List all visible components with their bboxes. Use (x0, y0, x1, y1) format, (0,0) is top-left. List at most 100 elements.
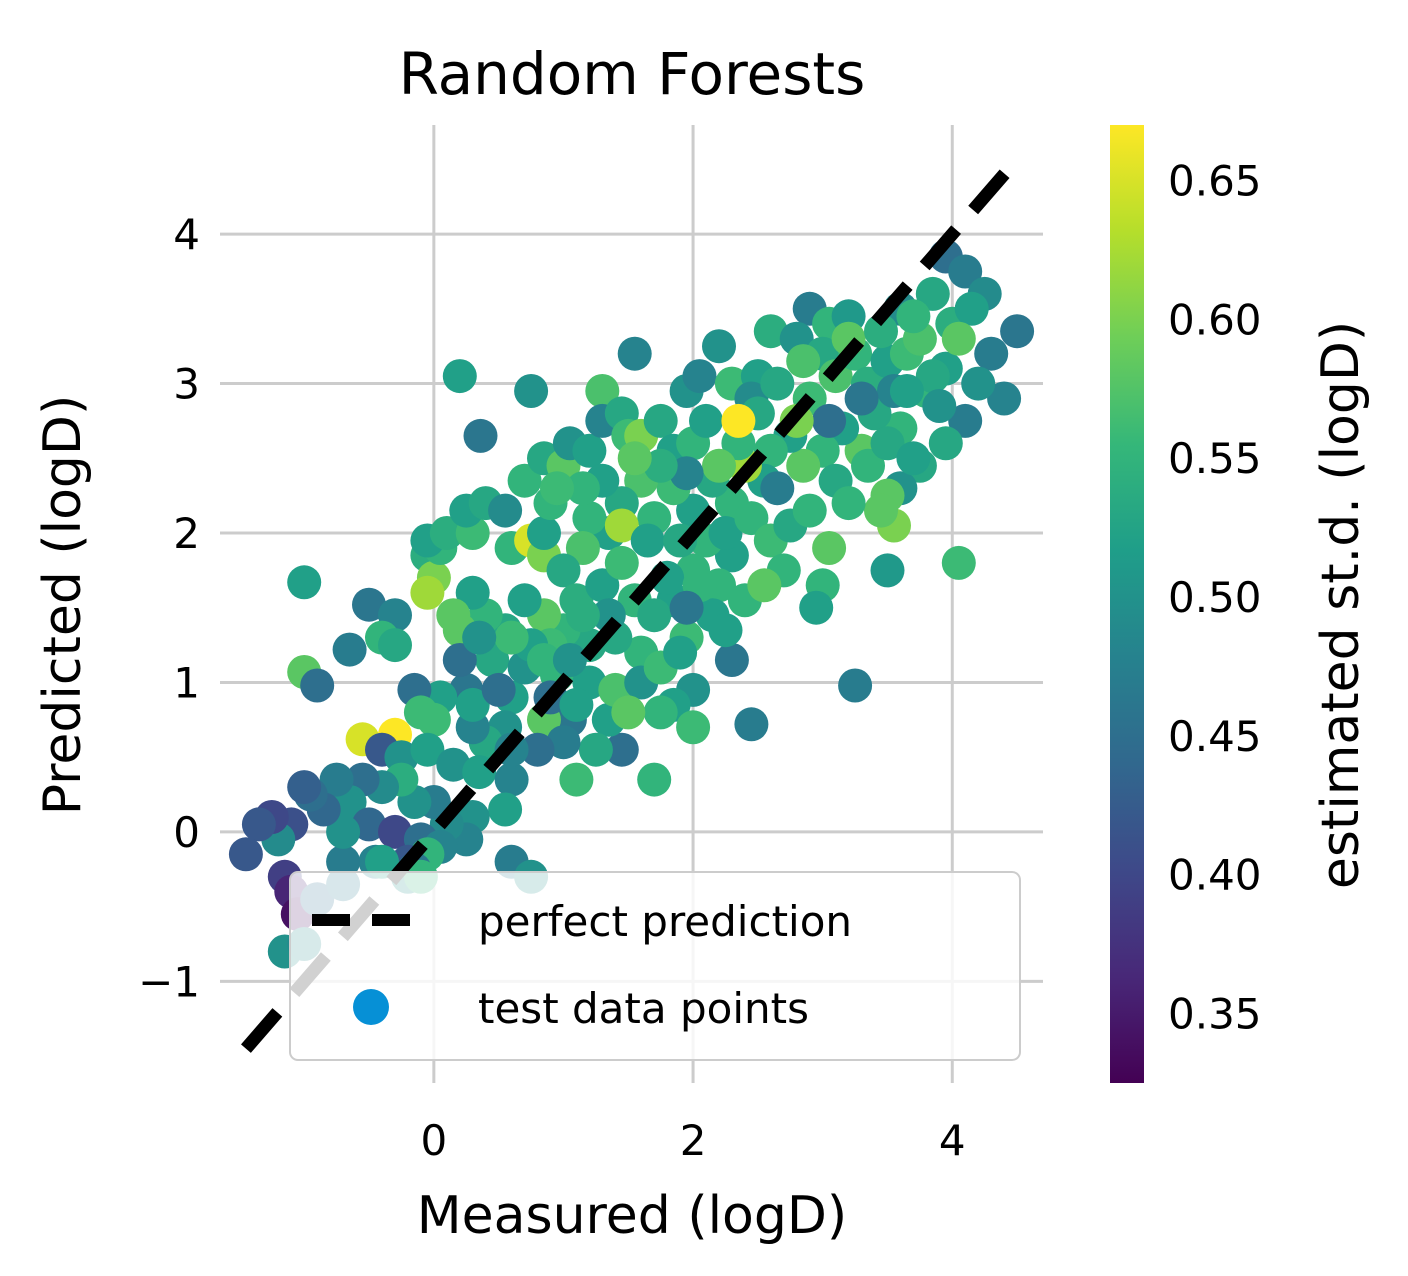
data-point (604, 732, 639, 767)
data-point (552, 643, 587, 677)
data-point (572, 501, 607, 536)
data-point (378, 814, 412, 849)
legend-line-label: perfect prediction (478, 897, 852, 946)
y-tick-label: 0 (173, 808, 200, 857)
data-point (378, 628, 412, 663)
legend-points-label: test data points (478, 984, 809, 1033)
data-point (287, 565, 322, 600)
data-point (954, 291, 989, 326)
data-point (760, 366, 795, 401)
data-point (442, 643, 477, 677)
data-point (300, 668, 335, 703)
y-axis-label: Predicted (logD) (33, 395, 93, 816)
data-point (870, 426, 905, 461)
data-point (527, 516, 561, 550)
data-point (332, 632, 367, 667)
data-point (851, 448, 885, 483)
data-point (630, 523, 665, 558)
data-point (708, 613, 743, 648)
data-point (760, 471, 795, 506)
data-point (527, 643, 561, 677)
colorbar-tick-label: 0.50 (1168, 573, 1262, 622)
data-point (812, 403, 847, 438)
data-point (578, 732, 613, 767)
data-point (870, 553, 905, 588)
data-point (429, 516, 464, 550)
data-point (436, 598, 471, 633)
data-point (585, 568, 620, 603)
data-point (792, 493, 827, 528)
data-point (812, 531, 847, 565)
data-point (676, 710, 711, 745)
data-point (488, 792, 523, 827)
data-point (915, 359, 950, 394)
data-point (786, 448, 821, 483)
colorbar-tick-label: 0.65 (1168, 157, 1262, 206)
data-point (734, 501, 769, 536)
data-point (864, 314, 898, 349)
data-point (559, 762, 594, 797)
legend: perfect prediction test data points (289, 871, 1021, 1061)
colorbar-tick-label: 0.45 (1168, 712, 1262, 761)
data-point (540, 471, 574, 506)
colorbar-gradient (1110, 125, 1144, 1083)
data-point (928, 426, 963, 461)
data-point (546, 553, 581, 588)
data-point (702, 448, 736, 483)
data-point (352, 807, 386, 842)
data-point (987, 381, 1022, 416)
data-point (663, 635, 698, 670)
data-point (611, 695, 646, 730)
data-point (565, 598, 600, 633)
data-point (319, 762, 354, 797)
data-point (410, 575, 445, 610)
data-point (365, 844, 399, 879)
perfect-prediction-line (241, 155, 1022, 1053)
data-point (864, 493, 898, 528)
data-point (948, 254, 983, 289)
data-point (941, 321, 976, 356)
data-point (889, 374, 924, 408)
data-point (799, 590, 834, 625)
data-point (455, 687, 490, 722)
data-point (494, 620, 529, 655)
data-point (915, 276, 950, 311)
data-point (514, 374, 549, 408)
y-tick-label: 3 (173, 360, 200, 409)
y-tick-label: −1 (138, 957, 200, 1006)
data-point (689, 403, 723, 438)
data-point (974, 336, 1009, 371)
x-axis-label: Measured (logD) (417, 1186, 847, 1246)
data-point (604, 508, 639, 543)
data-point (455, 575, 490, 610)
data-point (352, 587, 386, 622)
data-point (507, 463, 542, 498)
data-point (462, 620, 497, 655)
data-point (637, 598, 672, 633)
data-point (643, 695, 678, 730)
data-point (481, 672, 516, 707)
data-point (896, 441, 931, 476)
data-point (228, 837, 263, 872)
data-point (714, 643, 749, 677)
data-point (669, 456, 704, 491)
data-point (831, 486, 866, 521)
data-point (442, 359, 477, 394)
data-point (643, 448, 678, 483)
data-point (326, 814, 361, 849)
x-axis-ticks: 0 2 4 (420, 1116, 965, 1165)
data-point (287, 770, 322, 805)
data-point (786, 344, 821, 379)
data-point (241, 807, 276, 842)
reference-line-group (241, 155, 1022, 1053)
data-point (463, 418, 498, 453)
data-point (838, 668, 873, 703)
data-point (961, 366, 996, 401)
data-point (948, 403, 983, 438)
data-point (747, 568, 782, 603)
colorbar-ticks: 0.35 0.40 0.45 0.50 0.55 0.60 0.65 (1168, 157, 1262, 1039)
y-axis-ticks: −1 0 1 2 3 4 (138, 210, 200, 1006)
data-point (682, 359, 717, 394)
data-point (617, 441, 652, 476)
